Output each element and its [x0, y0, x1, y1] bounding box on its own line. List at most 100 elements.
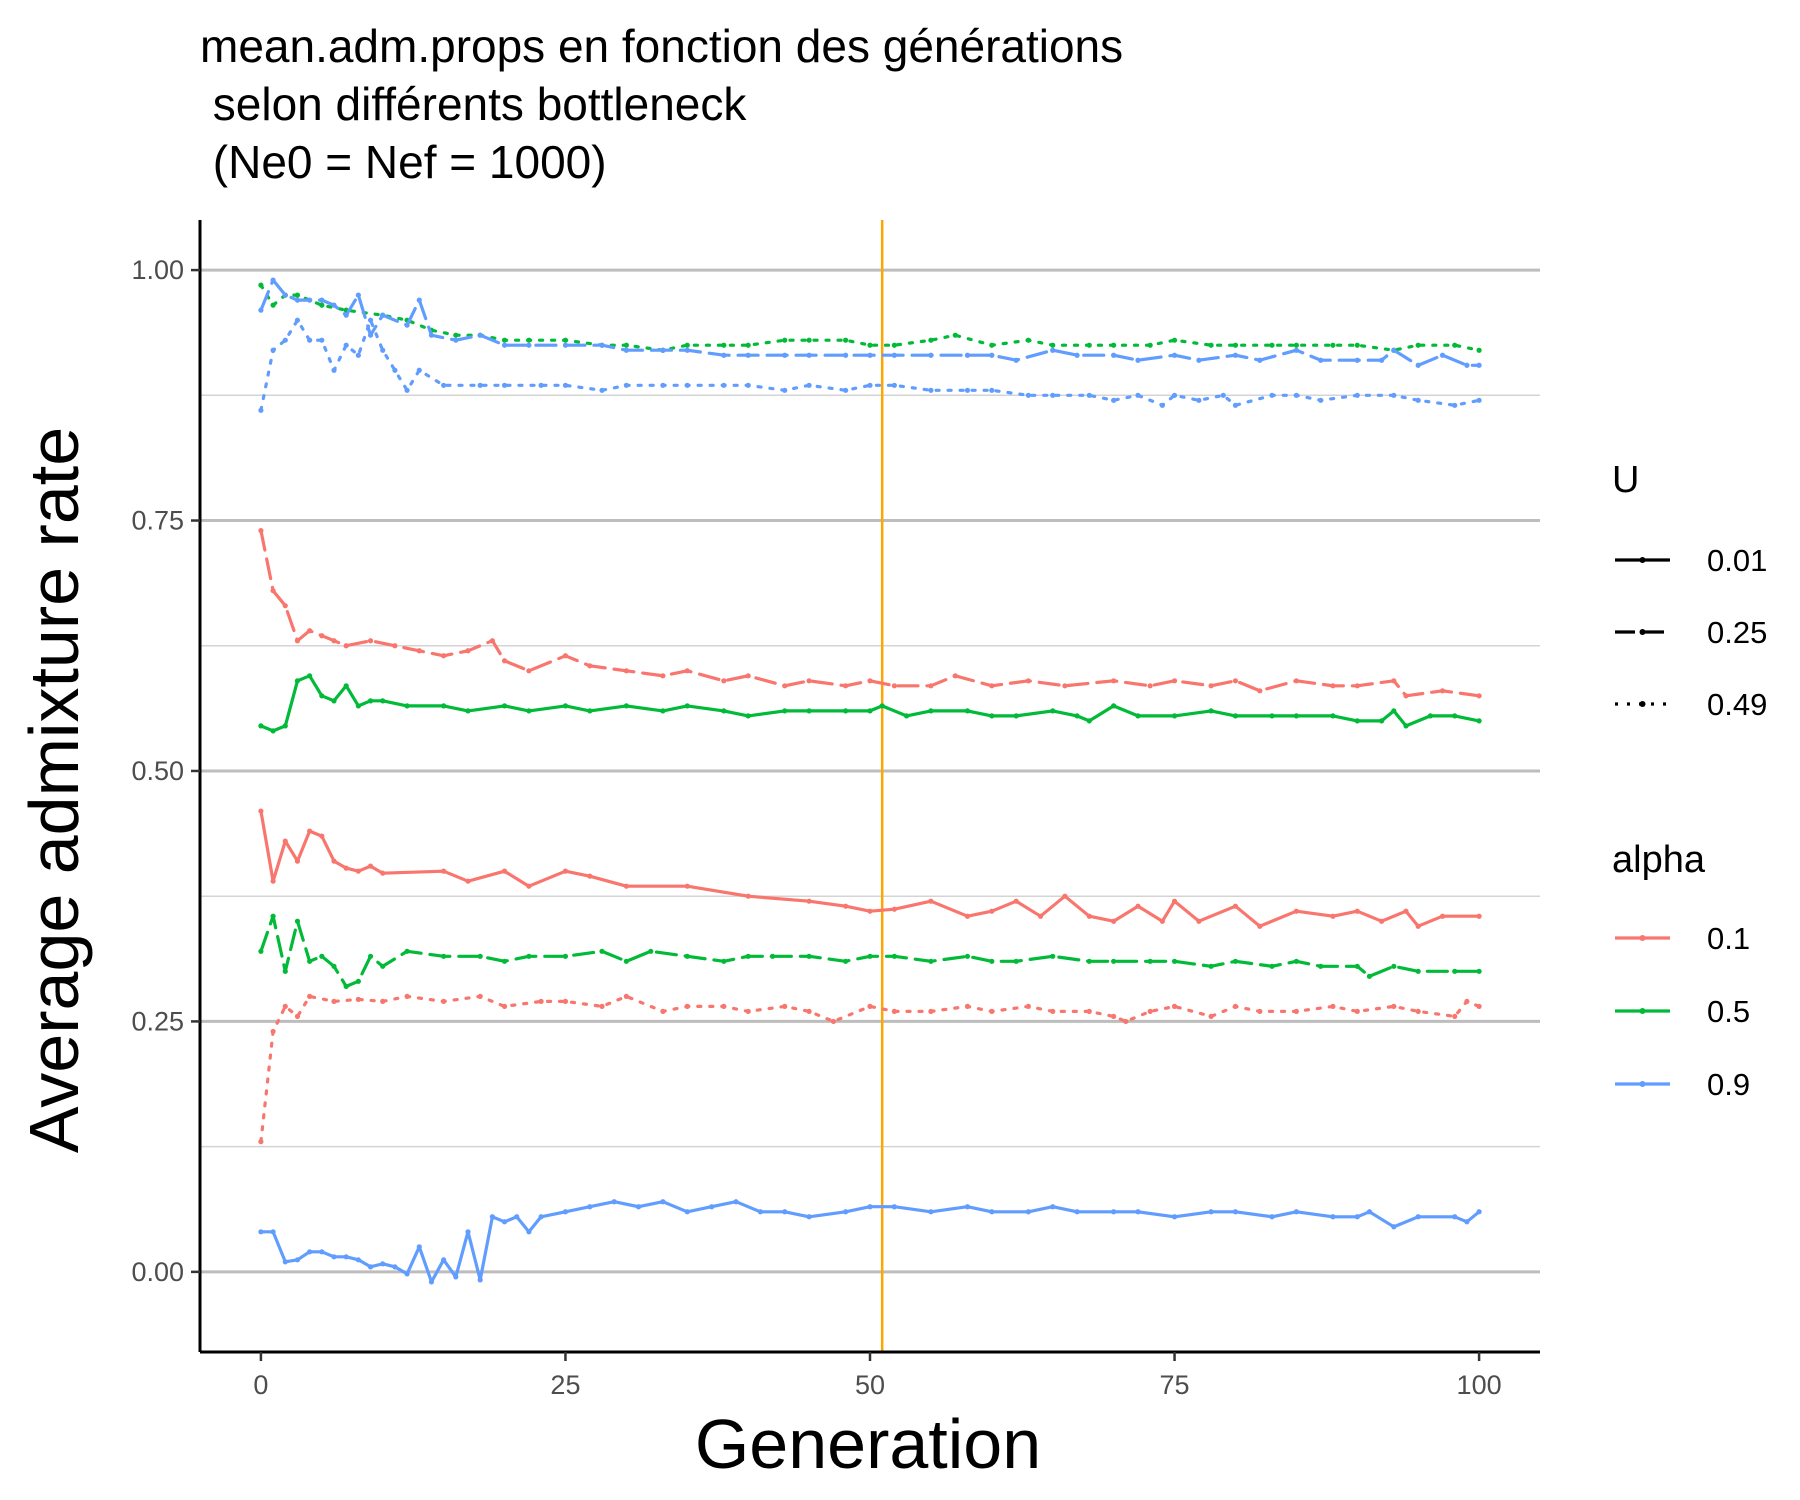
- data-point: [1476, 1209, 1482, 1215]
- data-point: [1476, 347, 1482, 353]
- data-point: [1415, 1008, 1421, 1014]
- data-point: [1111, 397, 1117, 403]
- data-point: [843, 387, 849, 393]
- data-point: [1062, 683, 1068, 689]
- data-point: [964, 352, 971, 358]
- data-point: [453, 332, 459, 338]
- data-point: [441, 998, 447, 1004]
- data-point: [1391, 347, 1397, 353]
- data-point: [1330, 913, 1336, 919]
- data-point: [721, 352, 727, 358]
- data-point: [782, 1209, 788, 1215]
- data-point: [928, 337, 934, 343]
- data-point: [1354, 357, 1360, 363]
- data-point: [623, 668, 629, 674]
- data-point: [307, 297, 313, 303]
- data-point: [501, 1003, 508, 1009]
- data-point: [660, 708, 666, 714]
- data-point: [282, 1259, 288, 1265]
- data-point: [684, 1209, 690, 1215]
- data-point: [1391, 1003, 1397, 1009]
- data-point: [721, 1003, 727, 1009]
- data-point: [282, 603, 288, 609]
- data-point: [867, 342, 873, 348]
- x-tick-label: 50: [855, 1370, 885, 1400]
- data-point: [1147, 683, 1153, 689]
- data-point: [1269, 392, 1275, 398]
- data-point: [1293, 958, 1299, 964]
- data-point: [526, 342, 532, 348]
- data-point: [1050, 392, 1056, 398]
- data-point: [514, 1214, 520, 1220]
- data-point: [623, 993, 629, 999]
- data-point: [782, 352, 788, 358]
- data-point: [258, 808, 264, 814]
- data-point: [331, 698, 337, 704]
- data-point: [1025, 392, 1031, 398]
- data-point: [258, 1139, 264, 1145]
- data-point: [1476, 693, 1482, 699]
- data-point: [806, 953, 812, 959]
- data-point: [964, 1204, 971, 1210]
- data-point: [806, 382, 812, 388]
- data-point: [1232, 352, 1239, 358]
- data-point: [331, 963, 337, 969]
- data-point: [1403, 723, 1409, 729]
- data-point: [367, 953, 374, 959]
- data-point: [441, 653, 447, 659]
- tick-labels: 0 25 50 75 100 0.00 0.25 0.50 0.75 1.00: [131, 255, 1501, 1400]
- data-point: [441, 953, 447, 959]
- data-point: [1171, 713, 1178, 719]
- data-point: [843, 1209, 849, 1215]
- data-point: [867, 352, 873, 358]
- data-point: [660, 1008, 666, 1014]
- data-point: [1269, 1214, 1275, 1220]
- data-point: [1415, 362, 1421, 368]
- data-point: [1135, 1209, 1141, 1215]
- data-point: [355, 703, 361, 709]
- data-point: [1037, 913, 1044, 919]
- data-point: [1171, 678, 1178, 684]
- data-point: [867, 953, 873, 959]
- data-point: [989, 713, 995, 719]
- data-point: [1415, 923, 1421, 929]
- data-point: [307, 828, 313, 834]
- data-point: [769, 953, 776, 959]
- data-point: [453, 337, 459, 343]
- data-point: [1330, 1214, 1336, 1220]
- series-alpha-0.1-u-0.01: [258, 808, 1482, 929]
- data-point: [964, 913, 971, 919]
- data-point: [623, 382, 629, 388]
- data-point: [270, 347, 276, 353]
- data-point: [562, 337, 569, 343]
- data-point: [562, 703, 569, 709]
- data-point: [1025, 337, 1031, 343]
- data-point: [745, 382, 751, 388]
- data-point: [879, 703, 885, 709]
- legend-key-point: [1639, 1008, 1646, 1014]
- data-point: [1269, 713, 1275, 719]
- data-point: [1476, 913, 1482, 919]
- data-point: [1147, 342, 1153, 348]
- data-point: [1293, 347, 1299, 353]
- data-point: [1293, 1008, 1299, 1014]
- data-point: [1208, 708, 1214, 714]
- data-point: [1476, 397, 1482, 403]
- data-point: [331, 367, 337, 373]
- data-point: [343, 312, 349, 318]
- data-point: [367, 863, 374, 869]
- data-point: [1452, 713, 1458, 719]
- data-point: [1293, 392, 1299, 398]
- data-point: [1403, 908, 1409, 914]
- data-point: [1391, 963, 1397, 969]
- data-point: [343, 865, 349, 871]
- data-point: [891, 953, 897, 959]
- data-point: [1086, 958, 1092, 964]
- data-point: [1135, 903, 1141, 909]
- data-point: [891, 906, 897, 912]
- data-point: [964, 953, 971, 959]
- data-point: [441, 868, 447, 874]
- data-point: [380, 1261, 386, 1267]
- series-line: [259, 809, 1481, 928]
- data-point: [891, 382, 897, 388]
